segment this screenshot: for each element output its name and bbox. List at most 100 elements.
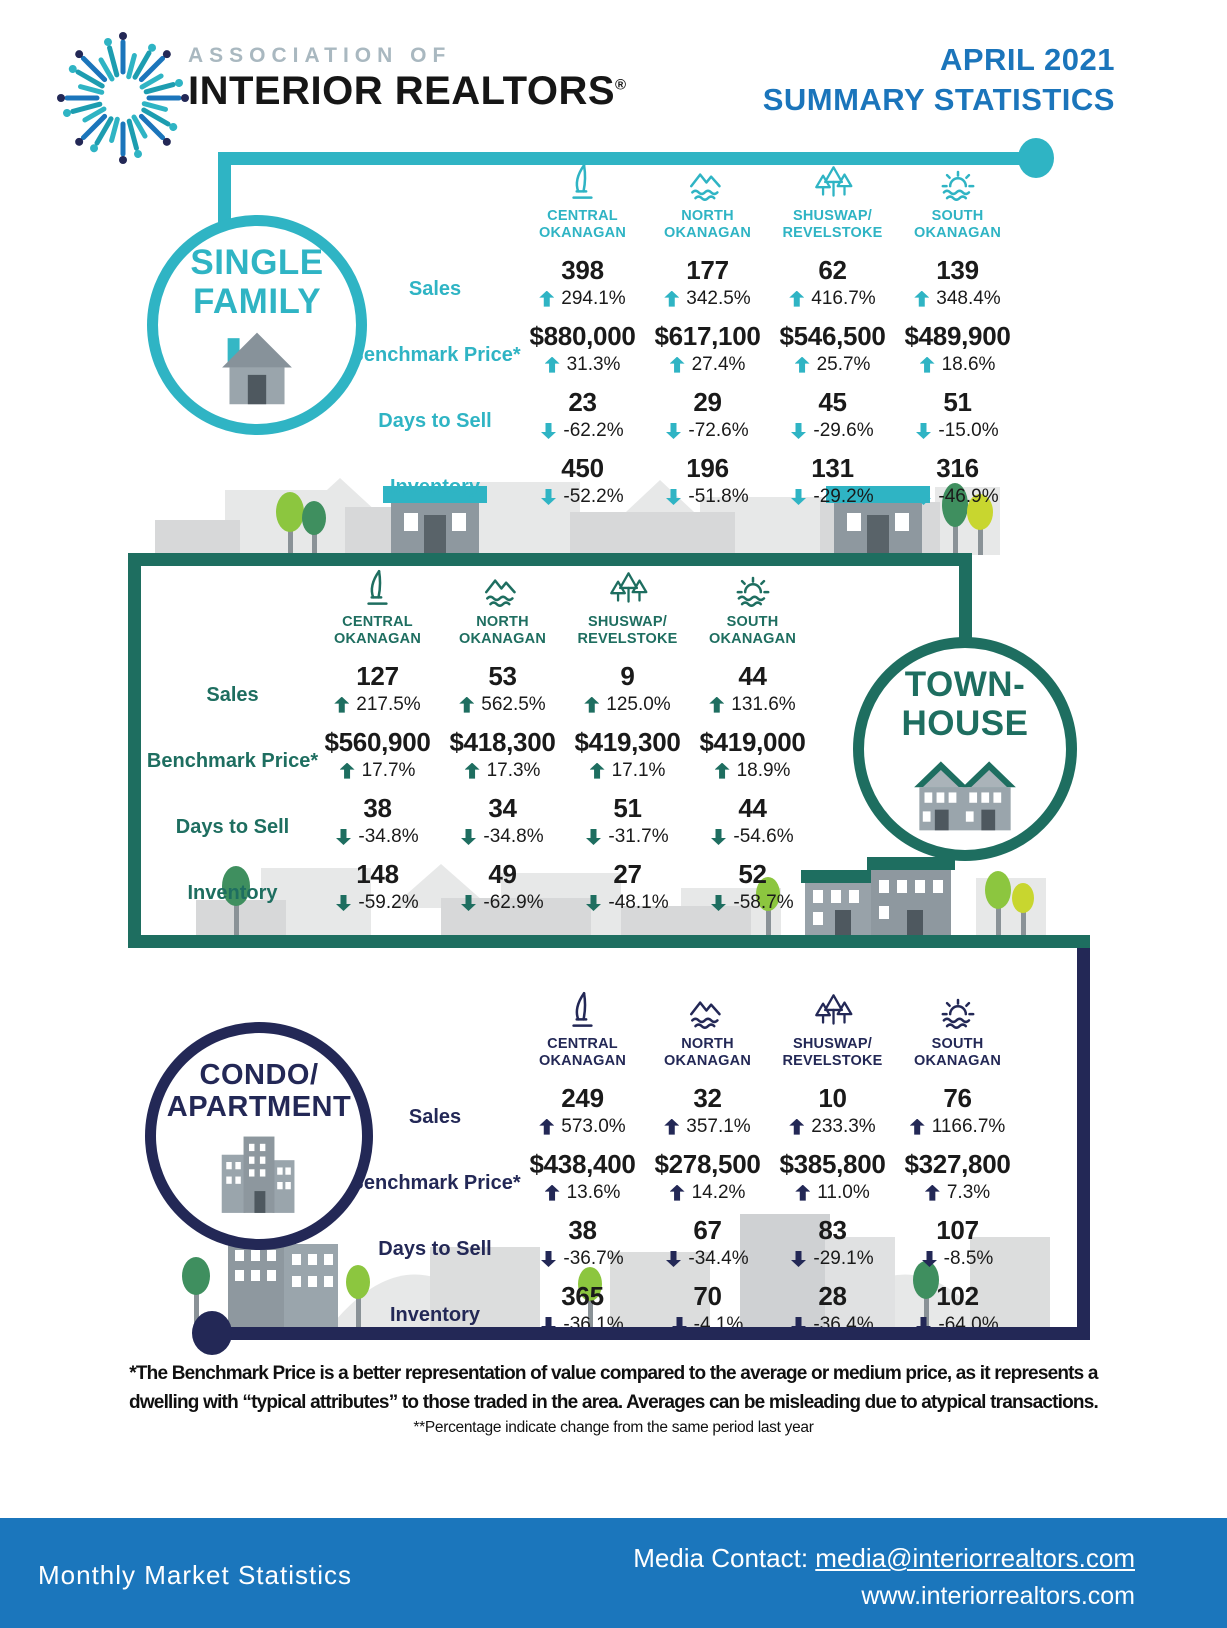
stat-cell: 34 -34.8% — [440, 794, 565, 860]
condo-apartment-badge: CONDO/ APARTMENT — [145, 1022, 373, 1250]
row-label: Days to Sell — [378, 1237, 492, 1260]
sunset-lake-icon — [941, 170, 974, 201]
co-border-right — [1077, 948, 1090, 1340]
pine-trees-icon — [814, 166, 852, 197]
stat-cell: 44 -54.6% — [690, 794, 815, 860]
sailboat-icon — [571, 163, 593, 199]
mountain-lake-icon — [689, 1001, 721, 1029]
row-label: Benchmark Price* — [146, 749, 319, 772]
brand-logo-starburst-icon — [48, 20, 198, 170]
footer-contact: Media Contact: media@interiorrealtors.co… — [633, 1540, 1135, 1614]
brand-name: INTERIOR REALTORS® — [188, 69, 627, 113]
row-label: Days to Sell — [175, 815, 290, 838]
region-column-header: NORTH OKANAGAN — [645, 160, 770, 256]
stat-cell: 83 -29.1% — [770, 1216, 895, 1282]
th-border-bottom — [128, 935, 1090, 948]
region-column-header: NORTH OKANAGAN — [440, 566, 565, 662]
region-column-header: SHUSWAP/REVELSTOKE — [770, 160, 895, 256]
th-border-top — [128, 553, 972, 566]
row-label: Sales — [206, 683, 259, 706]
region-column-header: SOUTH OKANAGAN — [690, 566, 815, 662]
stat-cell: $617,100 27.4% — [654, 321, 761, 375]
stat-cell: $438,400 13.6% — [529, 1149, 636, 1203]
stat-cell: 10 233.3% — [770, 1084, 895, 1150]
co-skyline-illustration — [182, 1212, 1050, 1327]
report-subtitle: SUMMARY STATISTICS — [762, 82, 1115, 118]
stat-cell: 29 -72.6% — [645, 388, 770, 454]
sf-connector-drop — [218, 152, 231, 227]
single-family-badge: SINGLE FAMILY — [147, 215, 367, 435]
row-label: Sales — [408, 277, 462, 300]
stat-cell: 127 217.5% — [315, 662, 440, 728]
website-link[interactable]: www.interiorrealtors.com — [861, 1581, 1135, 1610]
stat-cell: 62 416.7% — [770, 256, 895, 322]
stat-cell: 38 -34.8% — [315, 794, 440, 860]
stat-cell: 51 -15.0% — [895, 388, 1020, 454]
stat-cell: 51 -31.7% — [565, 794, 690, 860]
page-title: APRIL 2021 SUMMARY STATISTICS — [763, 40, 1115, 121]
townhouse-icon — [914, 761, 1016, 831]
media-contact-label: Media Contact: — [633, 1543, 816, 1573]
stat-cell: 9 125.0% — [565, 662, 690, 728]
region-column-header: CENTRAL OKANAGAN — [520, 988, 645, 1084]
stat-cell: 32 357.1% — [645, 1084, 770, 1150]
stat-cell: 177 342.5% — [645, 256, 770, 322]
condo-apartment-table: CENTRAL OKANAGAN NORTH OKANAGAN SHUSWAP/RE… — [349, 988, 1020, 1348]
sunset-lake-icon — [941, 998, 974, 1029]
report-period: APRIL 2021 — [939, 42, 1115, 77]
th-connector-drop — [959, 553, 972, 645]
stat-cell: 67 -34.4% — [645, 1216, 770, 1282]
stat-cell: 38 -36.7% — [520, 1216, 645, 1282]
single-family-table: CENTRAL OKANAGAN NORTH OKANAGAN SHUSWAP/RE… — [349, 160, 1020, 520]
stat-cell: $327,800 7.3% — [904, 1149, 1011, 1203]
benchmark-footnote-line2: dwelling with “typical attributes” to th… — [129, 1391, 1099, 1413]
benchmark-footnote-line1: *The Benchmark Price is a better represe… — [129, 1363, 1098, 1384]
townhouse-badge: TOWN- HOUSE — [853, 637, 1077, 861]
row-label: Benchmark Price* — [349, 343, 521, 366]
row-label: Sales — [408, 1105, 462, 1128]
stat-cell: 398 294.1% — [520, 256, 645, 322]
pine-trees-icon — [814, 994, 852, 1025]
row-label: Benchmark Price* — [349, 1171, 521, 1194]
row-label: Inventory — [389, 1303, 481, 1326]
pine-trees-icon — [609, 572, 647, 603]
media-email-link[interactable]: media@interiorrealtors.com — [815, 1543, 1135, 1573]
region-column-header: NORTH OKANAGAN — [645, 988, 770, 1084]
townhouse-table: CENTRAL OKANAGAN NORTH OKANAGAN SHUSWAP/RE… — [146, 566, 815, 926]
stat-cell: 23 -62.2% — [520, 388, 645, 454]
stat-cell: $419,300 17.1% — [574, 727, 681, 781]
stat-cell: 316 -46.9% — [895, 454, 1020, 520]
co-border-bottom — [210, 1327, 1090, 1340]
stat-cell: 450 -52.2% — [520, 454, 645, 520]
stat-cell: 107 -8.5% — [895, 1216, 1020, 1282]
stat-cell: $418,300 17.3% — [449, 727, 556, 781]
stat-cell: $385,800 11.0% — [779, 1149, 886, 1203]
stat-cell: 148 -59.2% — [315, 860, 440, 926]
stat-cell: 27 -48.1% — [565, 860, 690, 926]
mountain-lake-icon — [484, 579, 516, 607]
house-icon — [222, 332, 292, 405]
th-border-left — [128, 553, 141, 948]
row-label: Inventory — [187, 881, 278, 904]
region-column-header: SOUTH OKANAGAN — [895, 988, 1020, 1084]
region-column-header: CENTRAL OKANAGAN — [520, 160, 645, 256]
stat-cell: 131 -29.2% — [770, 454, 895, 520]
th-skyline-illustration — [196, 857, 1046, 935]
sailboat-icon — [571, 991, 593, 1027]
brand-block: ASSOCIATION OF INTERIOR REALTORS® — [188, 44, 627, 114]
region-column-header: SOUTH OKANAGAN — [895, 160, 1020, 256]
brand-association-of: ASSOCIATION OF — [188, 44, 452, 67]
stat-cell: 49 -62.9% — [440, 860, 565, 926]
region-column-header: SHUSWAP/REVELSTOKE — [565, 566, 690, 662]
footnotes: *The Benchmark Price is a better represe… — [0, 1360, 1227, 1437]
region-column-header: SHUSWAP/REVELSTOKE — [770, 988, 895, 1084]
stat-cell: 196 -51.8% — [645, 454, 770, 520]
stat-cell: 76 1166.7% — [895, 1084, 1020, 1150]
footer-bar: Monthly Market Statistics Media Contact:… — [0, 1518, 1227, 1628]
sf-connector-dot — [1018, 138, 1054, 178]
section-title: CONDO/ — [199, 1058, 319, 1091]
sf-connector-line — [218, 152, 1038, 165]
sf-skyline-illustration — [155, 478, 1000, 555]
stat-cell: 44 131.6% — [690, 662, 815, 728]
